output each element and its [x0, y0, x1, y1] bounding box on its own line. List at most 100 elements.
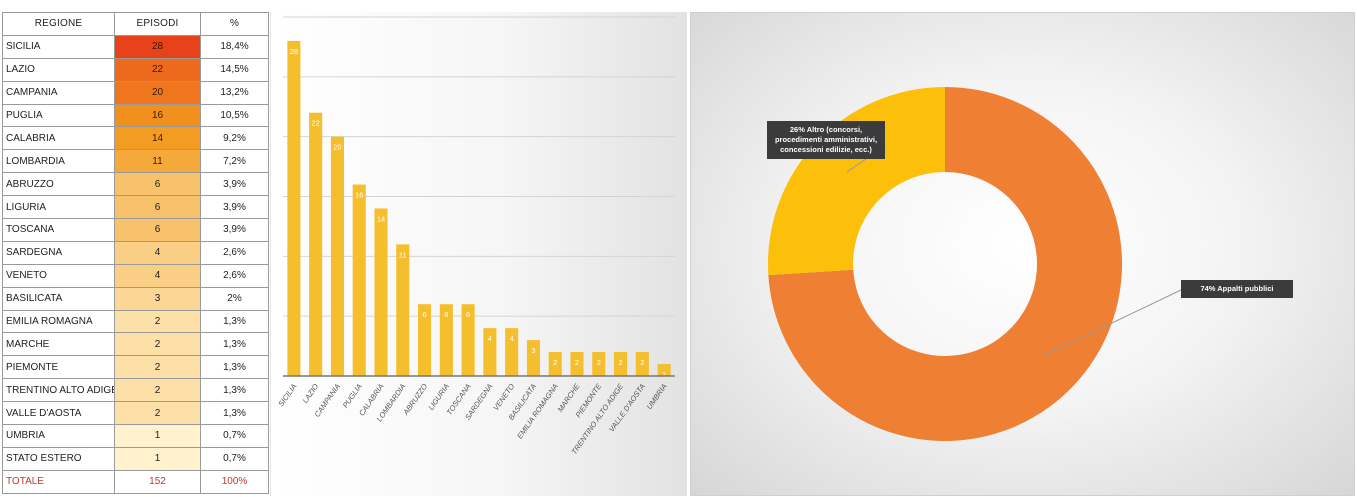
- region-cell: BASILICATA: [2, 286, 115, 311]
- percent-cell: 1,3%: [200, 309, 269, 334]
- episodi-cell: 2: [114, 378, 201, 403]
- percent-cell: 9,2%: [200, 126, 269, 151]
- table-row: PIEMONTE 2 1,3%: [2, 355, 269, 380]
- total-label: TOTALE: [2, 469, 115, 494]
- table-row: EMILIA ROMAGNA 2 1,3%: [2, 309, 269, 334]
- region-cell: MARCHE: [2, 332, 115, 357]
- region-table: REGIONE EPISODI % SICILIA 28 18,4% LAZIO 22 1…: [2, 12, 269, 494]
- percent-cell: 18,4%: [200, 34, 269, 59]
- region-cell: TOSCANA: [2, 218, 115, 242]
- bar-chart: 28SICILIA22LAZIO20CAMPANIA16PUGLIA14CALA…: [276, 16, 675, 456]
- bar: [396, 244, 410, 376]
- table-row: BASILICATA 3 2%: [2, 286, 269, 311]
- table-row: ABRUZZO 6 3,9%: [2, 172, 269, 197]
- table-row: CAMPANIA 20 13,2%: [2, 80, 269, 105]
- percent-cell: 1,3%: [200, 378, 269, 403]
- region-cell: SICILIA: [2, 34, 115, 59]
- bar-value-label: 20: [333, 143, 341, 152]
- episodi-cell: 28: [114, 34, 201, 59]
- region-cell: CAMPANIA: [2, 80, 115, 105]
- region-cell: TRENTINO ALTO ADIGE: [2, 378, 115, 403]
- table-row: STATO ESTERO 1 0,7%: [2, 446, 269, 471]
- episodi-cell: 11: [114, 149, 201, 174]
- table-row: MARCHE 2 1,3%: [2, 332, 269, 357]
- callout-appalti: 74% Appalti pubblici: [1181, 280, 1293, 299]
- donut-chart: [768, 87, 1182, 442]
- episodi-cell: 4: [114, 263, 201, 288]
- region-cell: ABRUZZO: [2, 172, 115, 197]
- bar: [548, 352, 562, 376]
- bar-value-label: 22: [311, 119, 319, 128]
- episodi-cell: 4: [114, 240, 201, 265]
- donut-chart-panel: 74% Appalti pubblici 26% Altro (concorsi…: [690, 12, 1355, 496]
- region-cell: SARDEGNA: [2, 240, 115, 265]
- bar: [614, 352, 628, 376]
- percent-cell: 13,2%: [200, 80, 269, 105]
- percent-cell: 10,5%: [200, 103, 269, 128]
- bar: [309, 112, 323, 376]
- region-cell: VALLE D'AOSTA: [2, 401, 115, 426]
- episodi-cell: 2: [114, 401, 201, 426]
- region-table-body: REGIONE EPISODI % SICILIA 28 18,4% LAZIO 22 1…: [2, 12, 269, 494]
- table-row: VENETO 4 2,6%: [2, 263, 269, 288]
- bar-value-label: 4: [510, 334, 514, 343]
- callout-altro: 26% Altro (concorsi, procedimenti ammini…: [767, 121, 885, 160]
- episodi-cell: 6: [114, 172, 201, 197]
- percent-cell: 0,7%: [200, 446, 269, 471]
- percent-cell: 14,5%: [200, 57, 269, 82]
- region-table-container: REGIONE EPISODI % SICILIA 28 18,4% LAZIO 22 1…: [2, 12, 269, 494]
- percent-cell: 3,9%: [200, 218, 269, 242]
- bar: [483, 328, 497, 376]
- table-row: LAZIO 22 14,5%: [2, 57, 269, 82]
- bar-value-label: 11: [399, 250, 407, 259]
- episodi-cell: 2: [114, 309, 201, 334]
- bar-value-label: 16: [355, 191, 363, 200]
- region-cell: LAZIO: [2, 57, 115, 82]
- bar: [592, 352, 606, 376]
- region-cell: LIGURIA: [2, 195, 115, 220]
- bar: [461, 304, 475, 376]
- region-cell: PIEMONTE: [2, 355, 115, 380]
- bar: [330, 136, 344, 376]
- episodi-cell: 22: [114, 57, 201, 82]
- region-cell: EMILIA ROMAGNA: [2, 309, 115, 334]
- percent-cell: 2%: [200, 286, 269, 311]
- bar-value-label: 4: [488, 334, 492, 343]
- region-cell: UMBRIA: [2, 424, 115, 448]
- percent-cell: 1,3%: [200, 401, 269, 426]
- bar: [418, 304, 432, 376]
- episodi-cell: 1: [114, 446, 201, 471]
- total-percent: 100%: [200, 469, 269, 494]
- header-episodi: EPISODI: [114, 12, 201, 36]
- bar-chart-panel: 28 SICILIA 22 LAZIO 20 CAMPANIA 16 PUGLIA 14 CALA…: [270, 12, 687, 496]
- percent-cell: 2,6%: [200, 263, 269, 288]
- episodi-cell: 20: [114, 80, 201, 105]
- header-percent: %: [200, 12, 269, 36]
- bar: [526, 340, 540, 376]
- bar-value-label: 14: [377, 214, 385, 223]
- table-row: VALLE D'AOSTA 2 1,3%: [2, 401, 269, 426]
- percent-cell: 1,3%: [200, 332, 269, 357]
- category-tick-label: SICILIA: [276, 382, 298, 408]
- episodi-cell: 14: [114, 126, 201, 151]
- region-cell: STATO ESTERO: [2, 446, 115, 471]
- table-row: LOMBARDIA 11 7,2%: [2, 149, 269, 174]
- bar-value-label: 2: [553, 358, 557, 367]
- episodi-cell: 16: [114, 103, 201, 128]
- region-cell: VENETO: [2, 263, 115, 288]
- table-row: SICILIA 28 18,4%: [2, 34, 269, 59]
- percent-cell: 0,7%: [200, 424, 269, 448]
- episodi-cell: 6: [114, 195, 201, 220]
- donut-slice: [768, 87, 945, 276]
- bar: [635, 352, 649, 376]
- table-total-row: TOTALE 152 100%: [2, 469, 269, 494]
- table-row: LIGURIA 6 3,9%: [2, 195, 269, 220]
- bar: [287, 40, 301, 376]
- table-row: CALABRIA 14 9,2%: [2, 126, 269, 151]
- episodi-cell: 3: [114, 286, 201, 311]
- bar-value-label: 1: [662, 370, 666, 379]
- bar-value-label: 2: [575, 358, 579, 367]
- category-tick-label: UMBRIA: [645, 382, 669, 411]
- bar-value-label: 3: [531, 346, 535, 355]
- percent-cell: 2,6%: [200, 240, 269, 265]
